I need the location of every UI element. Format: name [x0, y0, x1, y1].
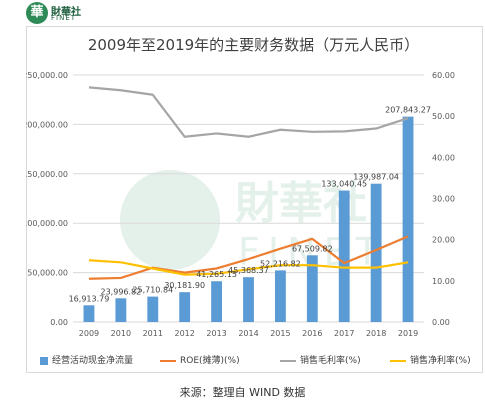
- x-tick-label: 2012: [175, 329, 195, 338]
- left-tick-label: 200,000.00: [26, 120, 68, 129]
- legend-label: 经营活动现金净流量: [52, 356, 134, 366]
- data-label: 45,368.37: [228, 266, 269, 275]
- bar: [338, 190, 350, 322]
- legend-item: 销售净利率(%): [390, 353, 471, 366]
- bar: [115, 298, 127, 322]
- x-tick-label: 2018: [366, 329, 386, 338]
- bar: [306, 255, 318, 322]
- data-label: 41,265.15: [196, 270, 237, 279]
- left-tick-label: 100,000.00: [26, 219, 68, 228]
- right-tick-label: 50.00: [432, 112, 455, 121]
- legend-swatch: [160, 359, 176, 362]
- data-label: 16,913.79: [69, 294, 110, 303]
- finet-logo-badge: 華: [26, 2, 48, 24]
- bar: [147, 296, 159, 322]
- legend-item: ROE(摊薄)(%): [160, 353, 240, 366]
- x-tick-label: 2016: [302, 329, 322, 338]
- line-layer: [88, 86, 409, 280]
- legend-item: 经营活动现金净流量: [40, 353, 133, 366]
- right-tick-label: 10.00: [432, 277, 455, 286]
- bar: [179, 292, 191, 322]
- data-label: 67,509.82: [292, 244, 333, 253]
- legend-label: 销售毛利率(%): [300, 356, 361, 366]
- data-label: 133,040.45: [321, 180, 367, 189]
- x-tick-label: 2011: [143, 329, 163, 338]
- left-tick-label: 250,000.00: [26, 71, 68, 80]
- bar: [402, 116, 414, 322]
- left-tick-label: 150,000.00: [26, 170, 68, 179]
- x-tick-label: 2019: [398, 329, 418, 338]
- bar: [211, 281, 223, 322]
- bar-layer: [83, 116, 414, 322]
- data-label: 139,987.04: [353, 173, 399, 182]
- data-label: 23,996.82: [101, 287, 142, 296]
- finet-logo-name: 財華社: [51, 7, 81, 18]
- chart-title: 2009年至2019年的主要财务数据（万元人民币）: [87, 36, 420, 54]
- left-tick-label: 0.00: [50, 318, 68, 327]
- source-note: 来源：整理自 WIND 数据: [179, 386, 306, 399]
- x-tick-label: 2015: [270, 329, 290, 338]
- series-line: [88, 259, 409, 276]
- bar: [370, 183, 382, 322]
- right-tick-label: 30.00: [432, 195, 455, 204]
- x-tick-label: 2010: [111, 329, 131, 338]
- series-line: [88, 86, 409, 138]
- finet-logo: 華 財華社 FINET: [26, 2, 126, 24]
- series-line: [88, 235, 409, 280]
- data-label: 52,216.82: [260, 259, 301, 268]
- x-tick-label: 2009: [79, 329, 99, 338]
- legend-label: ROE(摊薄)(%): [180, 356, 240, 366]
- left-tick-label: 50,000.00: [27, 269, 68, 278]
- legend-swatch: [280, 359, 296, 362]
- right-tick-label: 20.00: [432, 236, 455, 245]
- bar: [274, 270, 286, 322]
- bar: [243, 277, 254, 322]
- legend-item: 销售毛利率(%): [280, 353, 361, 366]
- data-label: 30,181.90: [164, 281, 205, 290]
- x-tick-label: 2013: [206, 329, 226, 338]
- axis-layer: 0.00 50,000.00 100,000.00 150,000.00 200,000…: [26, 71, 455, 338]
- x-tick-label: 2017: [334, 329, 354, 338]
- bar: [83, 305, 95, 322]
- legend-swatch: [390, 359, 406, 362]
- finet-logo-sub: FINET: [51, 14, 77, 22]
- data-label: 25,710.84: [132, 286, 173, 295]
- legend-swatch: [40, 356, 48, 365]
- right-tick-label: 0.00: [432, 318, 450, 327]
- data-label: 207,843.27: [385, 106, 431, 115]
- x-tick-label: 2014: [238, 329, 258, 338]
- chart-legend: 经营活动现金净流量 ROE(摊薄)(%) 销售毛利率(%) 销售净利率(%): [40, 350, 480, 368]
- right-tick-label: 60.00: [432, 71, 455, 80]
- legend-label: 销售净利率(%): [410, 356, 471, 366]
- right-tick-label: 40.00: [432, 153, 455, 162]
